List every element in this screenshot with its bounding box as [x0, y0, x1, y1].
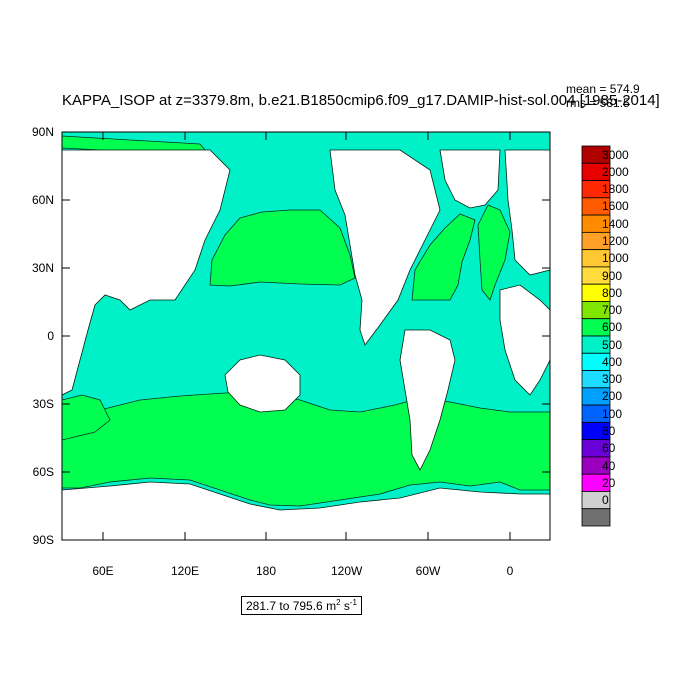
value-range-box: 281.7 to 795.6 m2 s-1 — [241, 596, 362, 615]
land-greenland — [439, 149, 501, 209]
colorbar-swatch — [581, 508, 611, 527]
lat-label: 30N — [31, 261, 54, 275]
colorbar-label: 2000 — [602, 164, 629, 179]
axis-ticks — [62, 131, 550, 541]
colorbar-label: 20 — [602, 475, 616, 490]
colorbar-label: 700 — [602, 303, 623, 318]
land-antarctica — [62, 481, 550, 540]
lat-label: 90N — [31, 125, 54, 139]
colorbar — [581, 145, 611, 527]
lon-label: 120W — [331, 564, 363, 578]
indian-ocean-600 — [62, 394, 111, 441]
land-europe — [504, 149, 550, 276]
north-pacific-600 — [209, 209, 356, 287]
lat-label: 90S — [32, 533, 54, 547]
lat-label: 60S — [32, 465, 54, 479]
lon-label: 60W — [415, 564, 441, 578]
colorbar-label: 900 — [602, 268, 623, 283]
range-unit-exp1: 2 — [336, 598, 341, 607]
land-south-america — [399, 329, 456, 471]
mean-stat: mean = 574.9 — [566, 82, 640, 96]
land-australia — [224, 354, 301, 413]
colorbar-label: 3000 — [602, 147, 629, 162]
range-unit-exp2: -1 — [349, 598, 357, 607]
lon-label: 120E — [170, 564, 200, 578]
colorbar-label: 40 — [602, 458, 616, 473]
colorbar-label: 300 — [602, 372, 623, 387]
colorbar-label: 200 — [602, 389, 623, 404]
colorbar-label: 1000 — [602, 251, 629, 266]
colorbar-label: 500 — [602, 337, 623, 352]
range-text: 281.7 to 795.6 m — [246, 599, 337, 613]
lon-label: 180 — [255, 564, 277, 578]
lon-label: 0 — [506, 564, 514, 578]
colorbar-label: 1800 — [602, 182, 629, 197]
colorbar-label: 0 — [602, 493, 609, 508]
colorbar-label: 80 — [602, 424, 616, 438]
colorbar-label: 400 — [602, 354, 623, 369]
colorbar-label: 1600 — [602, 199, 629, 214]
colorbar-label: 1400 — [602, 216, 629, 231]
land-north-america — [329, 149, 441, 346]
colorbar-label: 60 — [602, 441, 616, 456]
range-unit-mid: s — [340, 599, 350, 613]
colorbar-label: 800 — [602, 285, 623, 300]
land-asia-africa — [62, 149, 231, 396]
nordic-600 — [477, 204, 511, 301]
lon-label: 60E — [92, 564, 114, 578]
land-africa-west — [499, 284, 550, 396]
rms-stat: rms = 581.5 — [566, 96, 630, 110]
colorbar-label: 1200 — [602, 234, 629, 248]
plot-title: KAPPA_ISOP at z=3379.8m, b.e21.B1850cmip… — [62, 92, 660, 109]
map-fields — [62, 132, 550, 540]
north-atlantic-600 — [411, 213, 476, 301]
lat-label: 60N — [31, 193, 54, 207]
lat-label: 30S — [32, 397, 54, 411]
lat-label: 0 — [47, 329, 54, 343]
colorbar-label: 100 — [602, 406, 623, 421]
colorbar-label: 600 — [602, 320, 623, 335]
